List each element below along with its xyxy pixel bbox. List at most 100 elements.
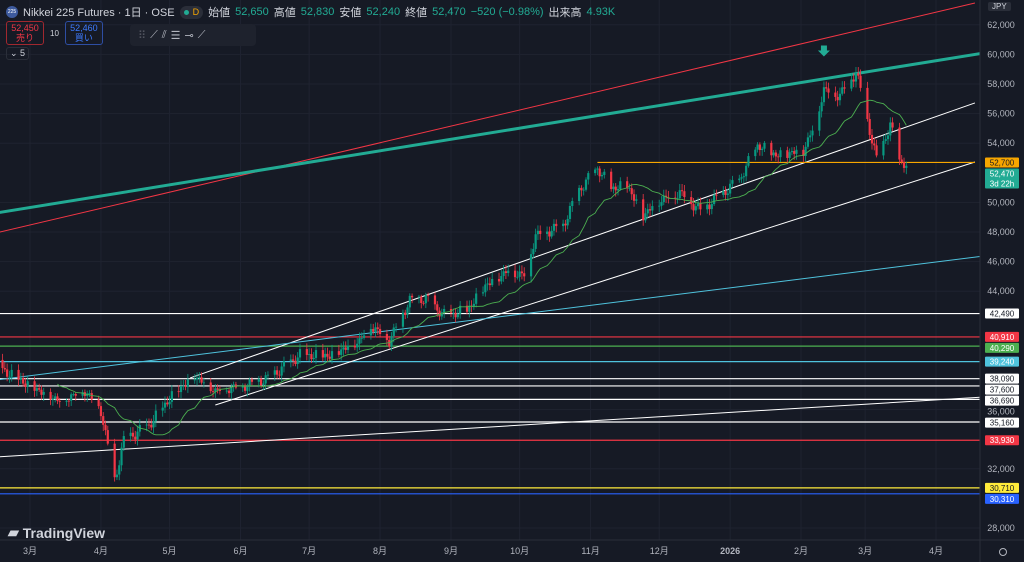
candle: [729, 183, 732, 194]
candle: [763, 142, 766, 149]
currency-button[interactable]: JPY: [988, 2, 1011, 11]
candle: [545, 231, 549, 234]
candle: [630, 188, 633, 195]
candle: [726, 193, 729, 195]
candle: [536, 230, 540, 235]
candle: [298, 349, 302, 358]
candle: [97, 399, 100, 407]
candle: [170, 391, 173, 402]
candle: [443, 308, 446, 313]
candle: [406, 307, 409, 316]
candle: [273, 370, 276, 375]
candle: [182, 385, 185, 387]
sell-button[interactable]: 52,450 売り: [6, 21, 44, 45]
x-tick-label: 11月: [581, 546, 599, 556]
y-tick-label: 56,000: [987, 109, 1015, 119]
candle: [788, 152, 791, 158]
candle: [131, 432, 135, 437]
candle: [706, 204, 709, 210]
candle: [772, 152, 775, 156]
candle: [806, 137, 810, 147]
candle: [186, 379, 189, 388]
indicators-toggle[interactable]: ⌄ 5: [6, 47, 30, 60]
candle: [596, 168, 599, 170]
level-price-label-bg: [985, 331, 1019, 342]
x-tick-label: 2月: [794, 546, 808, 556]
candle: [346, 345, 350, 350]
trend-line-icon[interactable]: ⟋: [150, 28, 158, 41]
candle: [790, 151, 794, 153]
candle: [699, 203, 702, 210]
candle: [529, 254, 533, 277]
candle: [738, 178, 741, 181]
open-label: 始値: [208, 7, 231, 19]
candle: [404, 312, 407, 316]
candle: [587, 173, 590, 180]
candle: [278, 374, 281, 376]
candle: [150, 424, 153, 428]
trend-line: [0, 2, 976, 233]
drag-handle-icon[interactable]: ⠿: [138, 29, 147, 42]
candle: [822, 87, 826, 103]
candle: [898, 127, 901, 160]
candle: [184, 385, 187, 388]
candle: [305, 349, 308, 355]
candle: [584, 179, 588, 190]
symbol-title[interactable]: Nikkei 225 Futures · 1日 · OSE: [23, 7, 175, 19]
candle: [548, 231, 551, 237]
candle: [136, 431, 139, 440]
buy-button[interactable]: 52,460 買い: [64, 21, 103, 45]
candle: [600, 174, 604, 177]
fib-lines-icon[interactable]: ☰: [170, 29, 181, 42]
candle: [667, 197, 670, 198]
y-tick-label: 60,000: [987, 49, 1015, 59]
candle: [321, 350, 324, 358]
candle: [562, 223, 565, 227]
candle: [257, 378, 260, 382]
level-price-label-bg: [985, 395, 1019, 406]
x-tick-label: 2026: [720, 546, 740, 556]
candle: [362, 335, 366, 338]
candle: [198, 377, 201, 379]
candle: [827, 88, 830, 93]
open-value: 52,650: [235, 6, 269, 18]
candle: [646, 209, 649, 214]
candle: [154, 410, 157, 422]
low-value: 52,240: [366, 6, 401, 18]
candle: [742, 176, 745, 178]
candle: [658, 205, 661, 207]
candle: [65, 400, 68, 402]
level-price-label-bg: [985, 435, 1019, 446]
candle: [424, 295, 427, 304]
horizontal-ray-icon[interactable]: ⊸: [184, 29, 194, 42]
candle: [465, 305, 469, 312]
candle: [163, 402, 167, 408]
candle: [195, 377, 199, 380]
candle: [603, 171, 606, 175]
candle: [6, 369, 9, 377]
candle: [628, 188, 631, 190]
candle: [488, 283, 491, 286]
countdown-label: 3d 22h: [990, 179, 1014, 188]
candle: [619, 181, 622, 190]
candle: [122, 436, 125, 448]
candle: [635, 199, 638, 201]
settings-icon[interactable]: [999, 548, 1007, 556]
buy-price: 52,460: [70, 23, 98, 33]
candle: [385, 334, 389, 340]
ray-icon[interactable]: ⟋: [197, 28, 206, 41]
candle: [774, 152, 777, 157]
market-status[interactable]: D: [179, 5, 204, 19]
candle: [491, 278, 494, 286]
candle: [850, 79, 853, 89]
candle: [578, 187, 581, 202]
x-tick-label: 4月: [94, 546, 108, 556]
candle: [200, 377, 203, 383]
y-tick-label: 48,000: [987, 227, 1015, 237]
candle: [715, 194, 718, 196]
moving-average-line: [57, 99, 907, 436]
parallel-channel-icon[interactable]: ⫽: [161, 28, 167, 41]
candle: [854, 73, 858, 82]
candle: [129, 432, 132, 437]
